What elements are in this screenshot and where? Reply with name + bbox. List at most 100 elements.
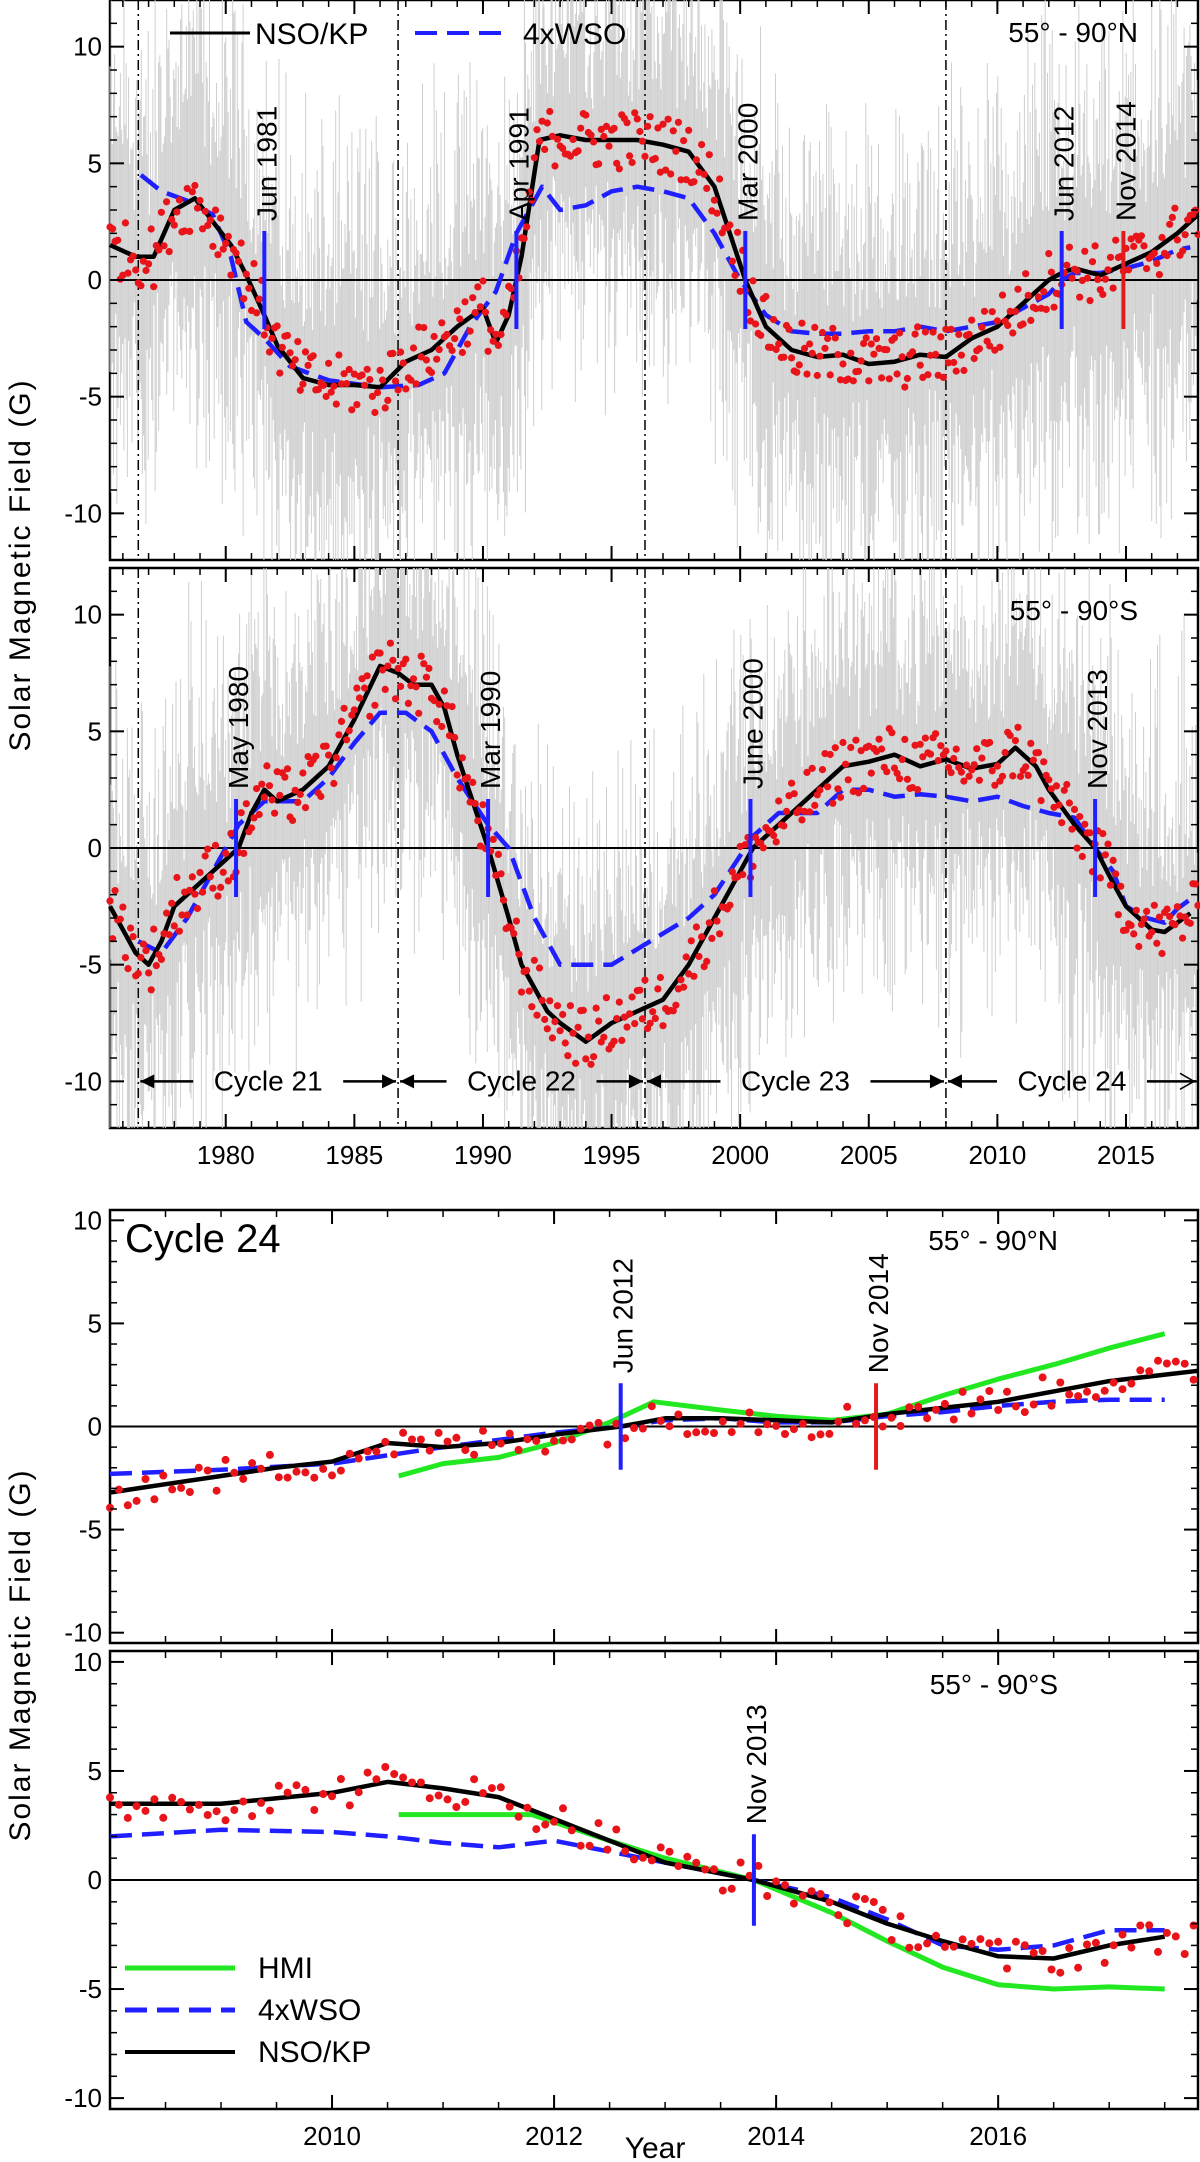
data-point xyxy=(1004,321,1012,329)
data-point xyxy=(1109,856,1117,865)
data-point xyxy=(772,1877,781,1886)
data-point xyxy=(479,1789,487,1798)
legend-top: NSO/KP 4xWSO xyxy=(170,18,626,51)
data-point xyxy=(636,127,644,136)
panel-bottom-south: 10 5 0 -5 -10 2010 2012 2014 2016 Nov 2013 55° -… xyxy=(64,1647,1200,2151)
data-point xyxy=(119,903,127,911)
data-point xyxy=(780,822,788,830)
data-point xyxy=(1171,921,1179,929)
x-tick-label: 2014 xyxy=(747,2121,805,2151)
data-point xyxy=(940,1399,949,1408)
data-point xyxy=(150,925,158,933)
data-point xyxy=(384,662,392,670)
data-point xyxy=(644,122,652,130)
data-point xyxy=(173,873,181,882)
data-point xyxy=(489,337,497,345)
data-point xyxy=(319,1790,328,1798)
data-point xyxy=(371,701,379,709)
legend-label-hmi: HMI xyxy=(258,1952,313,1985)
data-point xyxy=(1040,288,1048,296)
legend-label-wso: 4xWSO xyxy=(523,18,626,51)
data-point xyxy=(487,1784,496,1793)
data-point xyxy=(1091,1938,1100,1947)
data-point xyxy=(649,1008,657,1016)
data-point xyxy=(651,1014,659,1023)
data-point xyxy=(168,899,176,907)
data-point xyxy=(1027,739,1035,748)
data-point xyxy=(772,345,780,354)
data-point xyxy=(461,298,469,306)
data-point xyxy=(572,1059,580,1067)
data-point xyxy=(129,933,137,941)
data-point xyxy=(438,722,446,731)
data-point xyxy=(1011,307,1020,316)
reversal-label: Nov 2014 xyxy=(863,1253,894,1373)
data-point xyxy=(325,359,333,367)
data-point xyxy=(420,324,428,332)
data-point xyxy=(463,774,472,782)
data-point xyxy=(628,993,636,1001)
data-point xyxy=(916,740,924,748)
data-point xyxy=(461,1446,470,1455)
data-point xyxy=(727,1428,736,1437)
data-point xyxy=(168,1485,177,1494)
data-point xyxy=(770,316,778,324)
data-point xyxy=(354,1788,363,1797)
data-point xyxy=(754,1428,763,1437)
data-point xyxy=(443,330,451,339)
data-point xyxy=(232,249,240,257)
data-point xyxy=(965,772,973,780)
data-point xyxy=(389,656,397,664)
data-point xyxy=(319,381,328,389)
data-point xyxy=(517,988,526,996)
data-point xyxy=(582,1055,590,1063)
data-point xyxy=(1137,232,1145,240)
data-point xyxy=(934,757,942,765)
data-point xyxy=(372,1447,381,1456)
data-point xyxy=(541,1820,550,1829)
data-point xyxy=(993,762,1002,770)
data-point xyxy=(818,328,827,337)
data-point xyxy=(289,816,297,825)
data-point xyxy=(574,147,582,155)
data-point xyxy=(885,375,893,383)
data-point xyxy=(242,270,250,278)
data-point xyxy=(523,1803,532,1812)
data-point xyxy=(1081,820,1089,828)
data-point xyxy=(1091,242,1099,250)
data-point xyxy=(219,245,227,253)
data-point xyxy=(564,1052,572,1060)
data-point xyxy=(470,1450,479,1459)
data-point xyxy=(463,340,472,348)
data-point xyxy=(139,940,147,948)
data-point xyxy=(736,1858,745,1867)
data-point xyxy=(469,294,477,302)
data-point xyxy=(741,841,749,849)
y-axis-label-top: Solar Magnetic Field (G) xyxy=(4,378,37,751)
data-point xyxy=(1125,266,1133,274)
data-point xyxy=(1045,776,1053,784)
data-point xyxy=(613,1015,621,1023)
data-point xyxy=(621,1434,630,1443)
data-point xyxy=(425,1446,434,1455)
data-point xyxy=(1100,1958,1109,1967)
reversal-markers: Jun 2012 Nov 2014 xyxy=(608,1253,894,1470)
data-point xyxy=(328,1471,336,1480)
data-point xyxy=(292,1467,301,1476)
data-points xyxy=(106,107,1200,417)
data-point xyxy=(1011,737,1020,745)
data-point xyxy=(170,922,178,930)
data-point xyxy=(273,322,281,330)
data-point xyxy=(337,380,346,388)
data-point xyxy=(319,1464,328,1473)
data-point xyxy=(1166,912,1174,921)
data-point xyxy=(453,771,461,779)
data-point xyxy=(453,307,461,315)
region-label: 55° - 90°N xyxy=(928,1225,1058,1256)
data-point xyxy=(860,1416,869,1425)
x-tick-label: 2005 xyxy=(840,1140,898,1170)
data-point xyxy=(628,158,636,167)
data-point xyxy=(615,998,623,1006)
data-point xyxy=(548,1034,557,1042)
data-point xyxy=(479,801,487,809)
